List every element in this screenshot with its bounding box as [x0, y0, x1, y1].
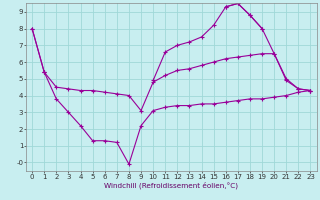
X-axis label: Windchill (Refroidissement éolien,°C): Windchill (Refroidissement éolien,°C) [104, 181, 238, 189]
